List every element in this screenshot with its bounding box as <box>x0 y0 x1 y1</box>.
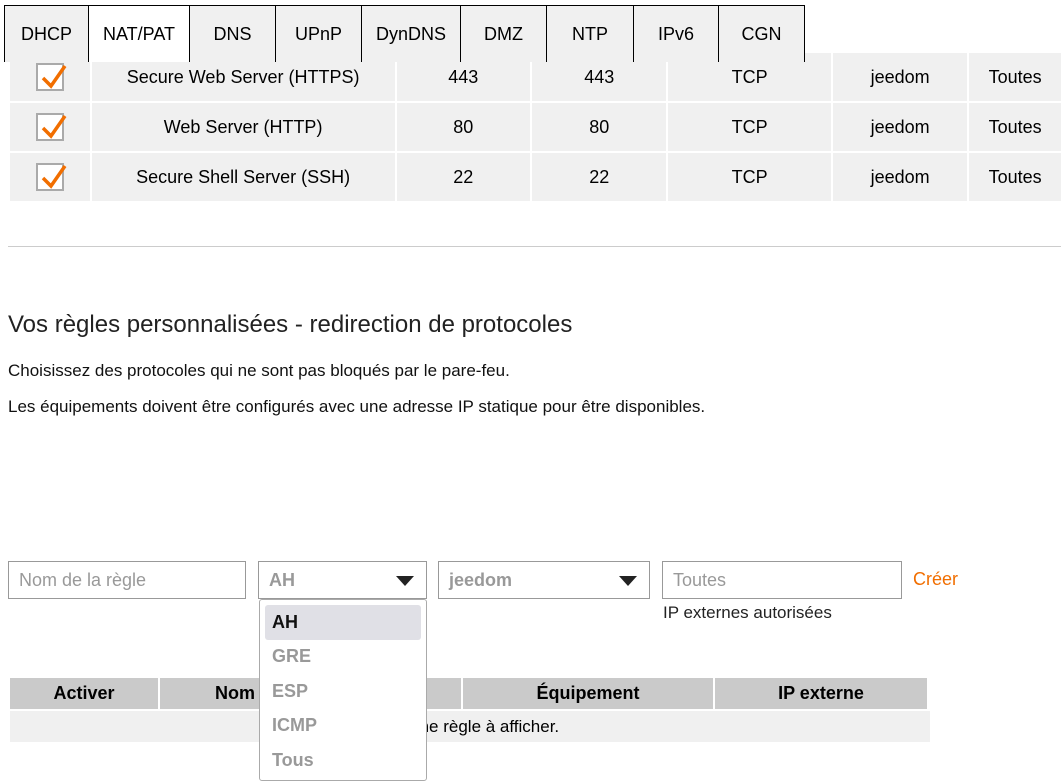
cell-device: jeedom <box>832 103 968 151</box>
protocol-dropdown: AH GRE ESP ICMP Tous <box>259 599 427 781</box>
external-ip-hint: IP externes autorisées <box>663 603 832 622</box>
tab-upnp[interactable]: UPnP <box>275 6 361 62</box>
section-desc-2: Les équipements doivent être configurés … <box>8 397 706 416</box>
checkmark-icon <box>41 164 67 189</box>
protocol-select-value: AH <box>269 570 295 590</box>
header-ip-externe: IP externe <box>715 678 927 709</box>
cell-protocol: TCP <box>668 103 831 151</box>
cell-name: Web Server (HTTP) <box>91 103 395 151</box>
section-title: Vos règles personnalisées - redirection … <box>8 311 573 338</box>
enable-cell <box>10 103 90 151</box>
cell-ip: Toutes <box>969 103 1061 151</box>
tab-dyndns[interactable]: DynDNS <box>361 6 460 62</box>
rules-table: Secure Web Server (HTTPS) 443 443 TCP jeedom… <box>10 53 1061 203</box>
cell-name: Secure Shell Server (SSH) <box>91 153 395 201</box>
cell-ip: Toutes <box>969 53 1061 101</box>
table-row: Web Server (HTTP) 80 80 TCP jeedom Toutes <box>10 103 1061 151</box>
protocol-select[interactable]: AH <box>258 561 427 599</box>
enable-checkbox[interactable] <box>35 163 67 191</box>
tab-nat-pat[interactable]: NAT/PAT <box>88 6 189 62</box>
tab-cgn[interactable]: CGN <box>718 6 805 62</box>
cell-external-port: 22 <box>532 153 667 201</box>
cell-external-port: 80 <box>532 103 667 151</box>
tab-dmz[interactable]: DMZ <box>460 6 546 62</box>
cell-protocol: TCP <box>668 153 831 201</box>
enable-checkbox[interactable] <box>35 63 67 91</box>
tab-ntp[interactable]: NTP <box>546 6 633 62</box>
device-select-value: jeedom <box>449 570 513 590</box>
device-select[interactable]: jeedom <box>438 561 650 599</box>
tab-ipv6[interactable]: IPv6 <box>633 6 718 62</box>
tab-dhcp[interactable]: DHCP <box>4 6 88 62</box>
divider <box>8 246 1061 247</box>
chevron-down-icon <box>619 576 637 586</box>
option-icmp[interactable]: ICMP <box>272 715 317 736</box>
chevron-down-icon <box>396 576 414 586</box>
create-button[interactable]: Créer <box>913 569 959 589</box>
cell-ip: Toutes <box>969 153 1061 201</box>
enable-cell <box>10 153 90 201</box>
header-equipement: Équipement <box>463 678 713 709</box>
cell-internal-port: 80 <box>396 103 530 151</box>
rule-name-input[interactable]: Nom de la règle <box>8 561 246 599</box>
option-ah[interactable]: AH <box>265 605 421 640</box>
option-gre[interactable]: GRE <box>272 646 312 667</box>
empty-message: Aucune règle à afficher. <box>10 711 930 742</box>
section-desc-1: Choisissez des protocoles qui ne sont pa… <box>8 361 510 380</box>
cell-internal-port: 22 <box>396 153 530 201</box>
option-tous[interactable]: Tous <box>272 749 314 770</box>
cell-device: jeedom <box>832 53 968 101</box>
enable-checkbox[interactable] <box>35 113 67 141</box>
header-activer: Activer <box>10 678 158 709</box>
cell-device: jeedom <box>832 153 968 201</box>
table-row: Secure Shell Server (SSH) 22 22 TCP jeedom To… <box>10 153 1061 201</box>
option-esp[interactable]: ESP <box>272 680 309 701</box>
tab-dns[interactable]: DNS <box>189 6 275 62</box>
checkmark-icon <box>41 64 67 89</box>
checkmark-icon <box>41 114 67 139</box>
external-ip-input[interactable]: Toutes <box>662 561 902 599</box>
tab-bar: DHCP NAT/PAT DNS UPnP DynDNS DMZ NTP IPv… <box>4 5 805 62</box>
